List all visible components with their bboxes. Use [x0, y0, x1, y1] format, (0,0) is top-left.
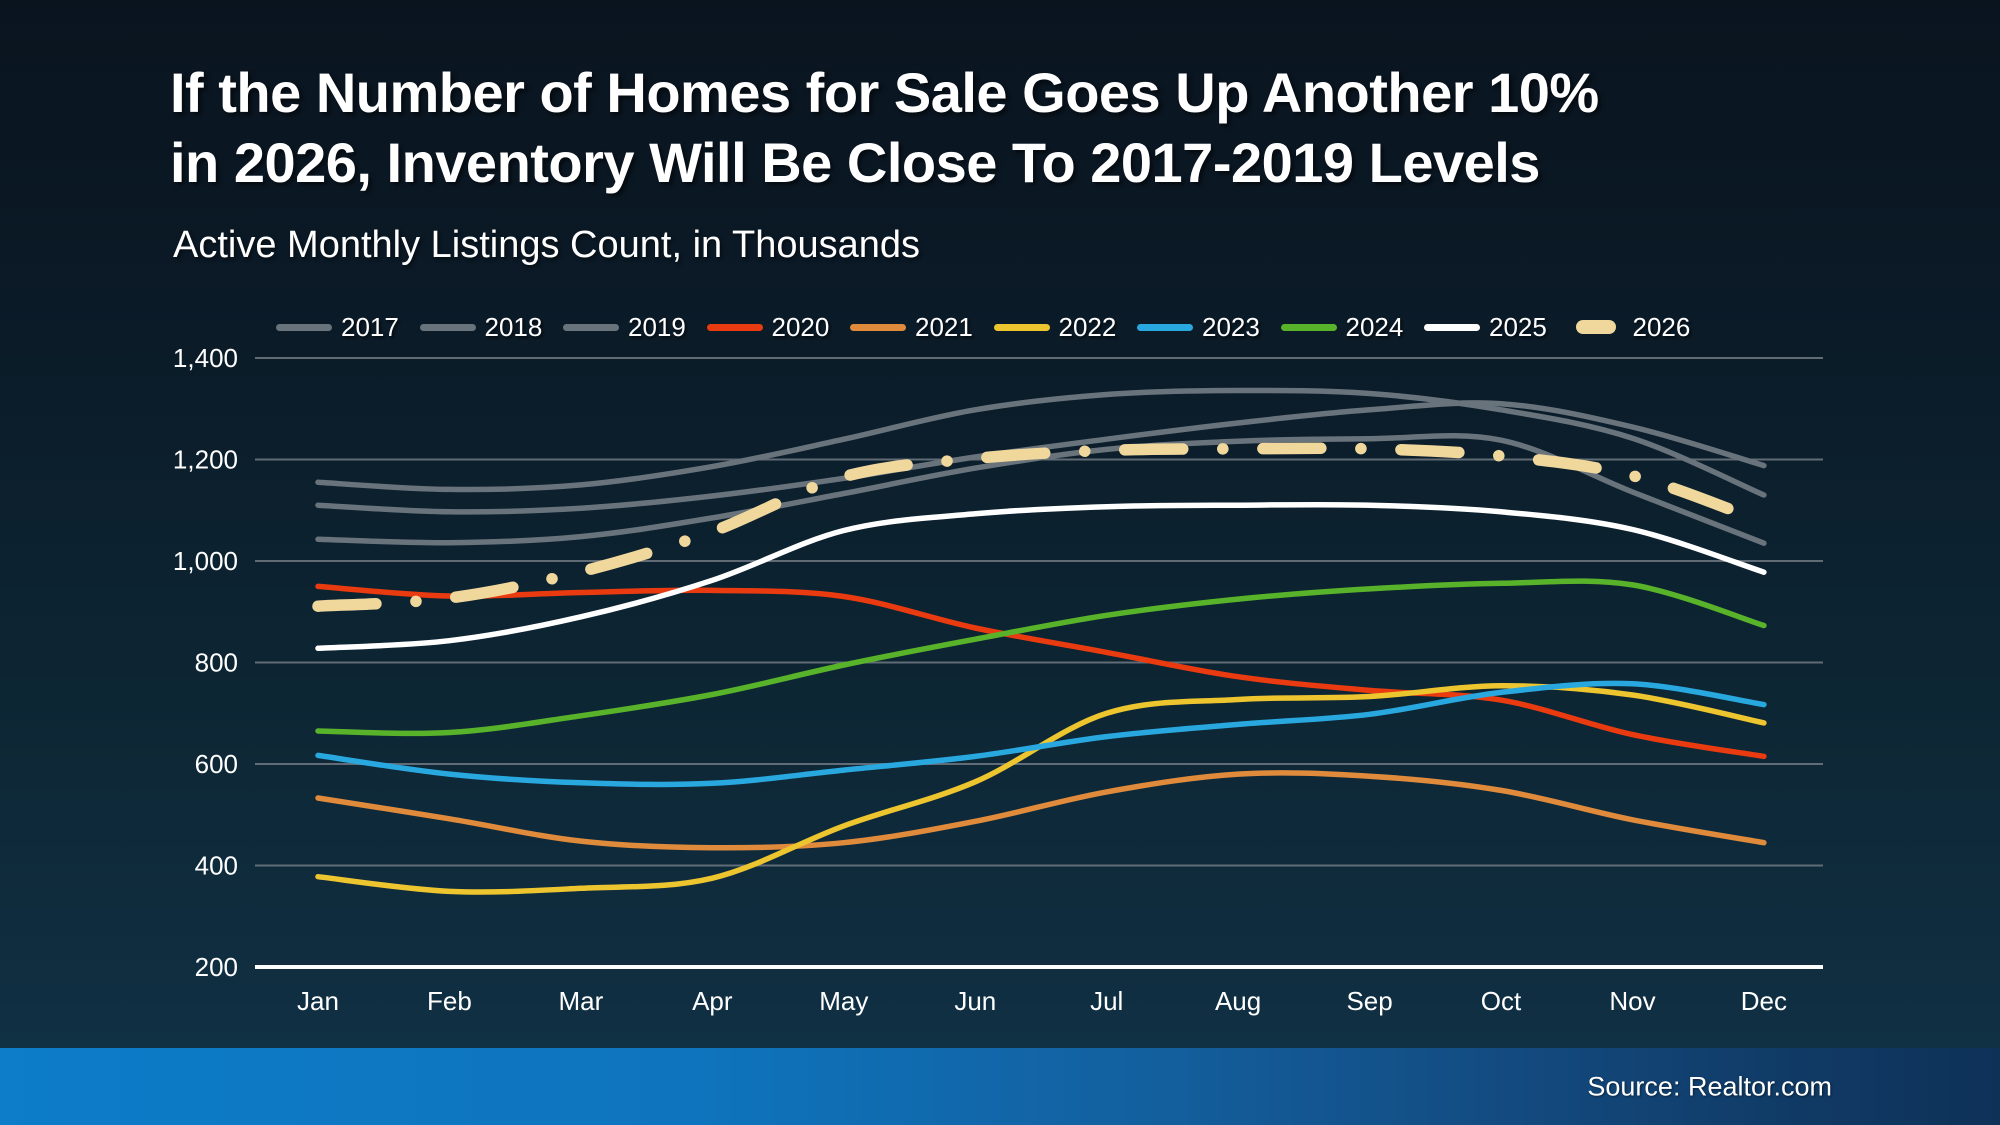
- legend-swatch-2017: [276, 323, 332, 331]
- series-line-2022: [315, 683, 1767, 895]
- legend-item-2022: 2022: [993, 311, 1138, 343]
- legend-label-2020: 2020: [771, 311, 830, 342]
- y-tick-label: 400: [195, 851, 238, 881]
- legend-swatch-2023: [1137, 323, 1193, 331]
- legend-item-2026: 2026: [1568, 312, 1712, 343]
- page-title: If the Number of Homes for Sale Goes Up …: [170, 58, 1599, 198]
- y-tick-label: 1,400: [173, 343, 238, 373]
- legend-label-2022: 2022: [1058, 311, 1117, 342]
- legend-item-2017: 2017: [276, 312, 420, 343]
- legend-swatch-2019: [563, 323, 619, 331]
- legend-item-2018: 2018: [419, 311, 564, 343]
- legend-swatch-2026: [1575, 320, 1616, 334]
- x-tick-label-Apr: Apr: [692, 986, 733, 1016]
- y-tick-label: 200: [195, 952, 238, 982]
- series-line-2023: [315, 680, 1767, 788]
- legend-item-2024: 2024: [1280, 311, 1425, 343]
- chart-legend: 2017 2018 2019 2020 2021 2022 2023 2024 2025 2026: [276, 311, 1711, 343]
- legend-label-2017: 2017: [341, 311, 399, 342]
- x-tick-label-Dec: Dec: [1741, 986, 1787, 1016]
- legend-swatch-2025: [1424, 323, 1480, 331]
- x-tick-label-Nov: Nov: [1609, 986, 1655, 1016]
- y-tick-label: 1,000: [173, 546, 238, 576]
- legend-label-2025: 2025: [1489, 311, 1547, 342]
- legend-label-2023: 2023: [1202, 311, 1260, 342]
- legend-label-2019: 2019: [628, 311, 686, 342]
- x-tick-label-Aug: Aug: [1215, 986, 1261, 1016]
- title-line-2: in 2026, Inventory Will Be Close To 2017…: [170, 131, 1540, 194]
- legend-swatch-2022: [993, 323, 1050, 331]
- legend-swatch-2024: [1280, 323, 1337, 331]
- y-tick-label: 600: [195, 749, 238, 779]
- x-tick-label-Feb: Feb: [427, 986, 472, 1016]
- series-line-2026: [312, 442, 1770, 612]
- legend-swatch-2020: [706, 323, 763, 331]
- legend-item-2020: 2020: [706, 311, 851, 343]
- chart-subtitle: Active Monthly Listings Count, in Thousa…: [173, 224, 921, 266]
- legend-label-2021: 2021: [915, 311, 973, 342]
- x-tick-label-Mar: Mar: [559, 986, 604, 1016]
- x-tick-label-Jul: Jul: [1090, 986, 1123, 1016]
- series-line-2017: [315, 387, 1767, 498]
- legend-label-2018: 2018: [484, 311, 543, 342]
- legend-label-2026: 2026: [1632, 311, 1691, 342]
- source-bar: Source: Realtor.com: [0, 1048, 2000, 1125]
- x-tick-label-Sep: Sep: [1346, 986, 1392, 1016]
- legend-item-2021: 2021: [850, 312, 994, 343]
- title-line-1: If the Number of Homes for Sale Goes Up …: [170, 61, 1599, 124]
- y-tick-label: 1,200: [173, 445, 238, 475]
- x-tick-label-May: May: [819, 986, 868, 1016]
- legend-item-2025: 2025: [1424, 312, 1568, 343]
- series-line-2024: [315, 578, 1767, 737]
- x-tick-label-Jan: Jan: [297, 986, 339, 1016]
- series-line-2020: [315, 583, 1767, 760]
- legend-item-2023: 2023: [1137, 312, 1281, 343]
- legend-item-2019: 2019: [563, 312, 707, 343]
- x-tick-label-Jun: Jun: [954, 986, 996, 1016]
- y-tick-label: 800: [195, 648, 238, 678]
- source-text: Source: Realtor.com: [1587, 1071, 1832, 1101]
- series-line-2025: [315, 501, 1767, 652]
- legend-swatch-2018: [419, 323, 476, 331]
- legend-label-2024: 2024: [1345, 311, 1404, 342]
- x-tick-label-Oct: Oct: [1481, 986, 1522, 1016]
- series-line-2021: [315, 770, 1767, 851]
- legend-swatch-2021: [850, 323, 906, 331]
